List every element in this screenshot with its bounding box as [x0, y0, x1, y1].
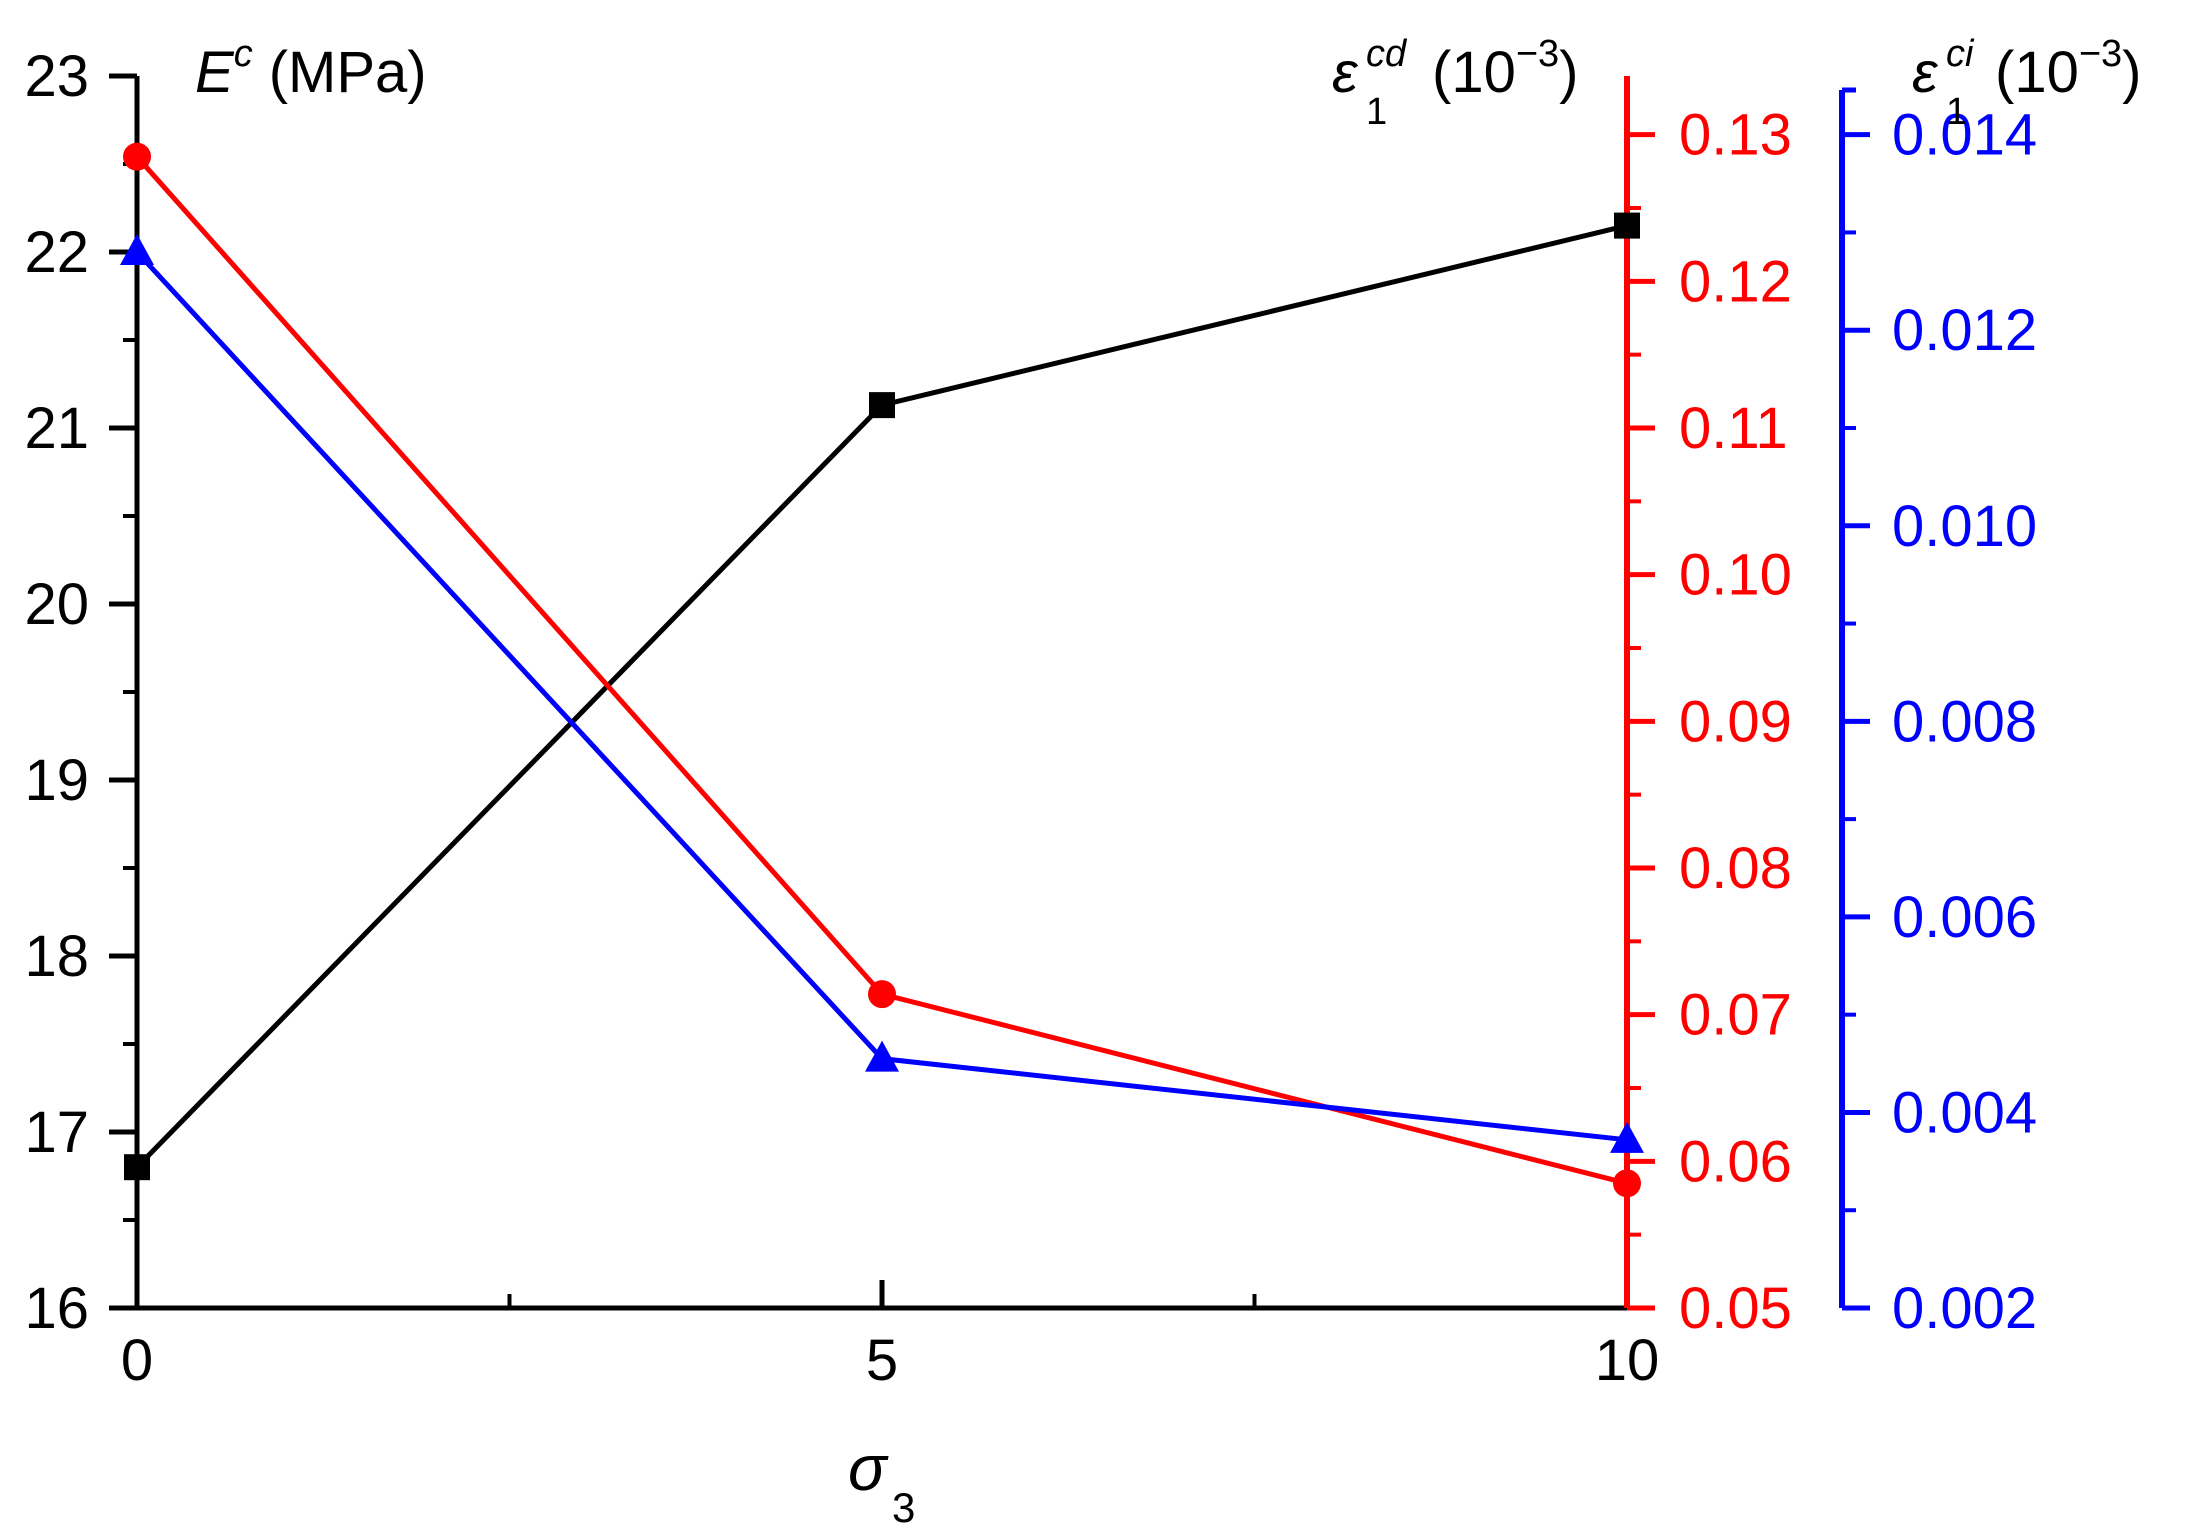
- series-2-segment: [135, 155, 884, 996]
- left-tick-label: 20: [24, 572, 89, 637]
- series-layer: [120, 142, 1644, 1198]
- right1-tick-label: 0.12: [1679, 249, 1792, 314]
- right1-tick-label: 0.08: [1679, 836, 1792, 901]
- right2-axis-title-sub: 1: [1946, 91, 1967, 133]
- left-tick-label: 18: [24, 924, 89, 989]
- x-tick-label: 5: [866, 1328, 898, 1393]
- right1-tick-label: 0.05: [1679, 1276, 1792, 1341]
- right2-tick-label: 0.006: [1892, 885, 2037, 950]
- right1-tick-label: 0.09: [1679, 689, 1792, 754]
- left-tick-label: 16: [24, 1276, 89, 1341]
- left-axis-title: Ec (MPa): [195, 33, 427, 105]
- right1-tick-label: 0.11: [1679, 396, 1788, 461]
- right2-tick-label: 0.012: [1892, 298, 2037, 363]
- x-tick-label: 0: [121, 1328, 153, 1393]
- series-1-segment: [135, 403, 884, 1169]
- series-2-point: [123, 142, 151, 171]
- left-tick-label: 22: [24, 220, 89, 285]
- right1-tick-label: 0.06: [1679, 1129, 1792, 1194]
- right1-axis-title: ε: [1332, 40, 1359, 105]
- series-3-segment: [135, 250, 884, 1061]
- series-1-point: [869, 392, 895, 419]
- right1-tick-label: 0.10: [1679, 543, 1792, 608]
- series-2-point: [1613, 1169, 1641, 1198]
- left-tick-label: 17: [24, 1100, 89, 1165]
- series-1-point: [124, 1154, 150, 1181]
- right1-axis-title-sup: cd: [1366, 33, 1408, 75]
- left-tick-label: 21: [24, 396, 89, 461]
- series-1-point: [1614, 212, 1640, 239]
- series-2-segment: [881, 991, 1628, 1186]
- right2-axis-title-sup: ci: [1946, 33, 1975, 75]
- right1-axis-title-unit: (10−3): [1432, 33, 1578, 105]
- left-tick-label: 23: [24, 44, 89, 109]
- series-3-segment: [881, 1056, 1628, 1143]
- series-3-point: [865, 1040, 899, 1072]
- axis-titles: Ec (MPa) ε cd 1 (10−3) ε ci 1 (10−3) σ 3: [195, 33, 2141, 1531]
- right2-tick-label: 0.014: [1892, 103, 2037, 168]
- right1-axis-title-sub: 1: [1366, 91, 1387, 133]
- right2-axis-title: ε: [1912, 40, 1939, 105]
- right2-tick-label: 0.004: [1892, 1080, 2037, 1145]
- series-3: [120, 234, 1644, 1153]
- x-axis-title-sub: 3: [892, 1484, 915, 1531]
- axes: 0 5 10 16 17 18 19 20 21 22 23 0.05 0.06 0.07 0.08 0.09…: [24, 44, 2037, 1393]
- right2-tick-label: 0.002: [1892, 1276, 2037, 1341]
- series-3-point: [120, 234, 154, 265]
- left-tick-label: 19: [24, 748, 89, 813]
- right2-tick-label: 0.008: [1892, 689, 2037, 754]
- series-3-point: [1610, 1121, 1644, 1153]
- series-2-point: [868, 980, 896, 1009]
- series-2: [123, 142, 1641, 1198]
- series-1: [124, 212, 1640, 1181]
- right1-tick-label: 0.07: [1679, 983, 1792, 1048]
- series-1-segment: [881, 223, 1628, 408]
- right2-axis-title-unit: (10−3): [1995, 33, 2141, 105]
- right1-tick-label: 0.13: [1679, 103, 1792, 168]
- right2-tick-label: 0.010: [1892, 494, 2037, 559]
- x-tick-label: 10: [1595, 1328, 1660, 1393]
- x-axis-title: σ: [848, 1432, 889, 1504]
